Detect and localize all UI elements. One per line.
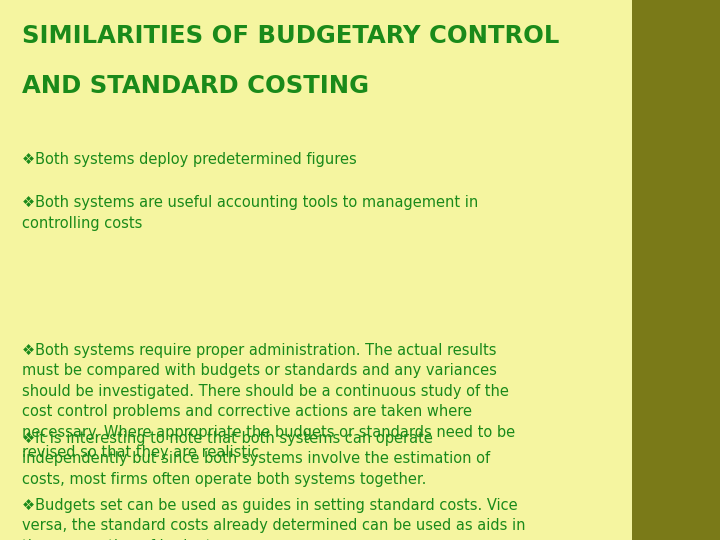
Bar [632, 0, 720, 540]
Text: ❖Both systems are useful accounting tools to management in
controlling costs: ❖Both systems are useful accounting tool… [22, 195, 478, 231]
Text: SIMILARITIES OF BUDGETARY CONTROL: SIMILARITIES OF BUDGETARY CONTROL [22, 24, 559, 48]
Text: ❖Budgets set can be used as guides in setting standard costs. Vice
versa, the st: ❖Budgets set can be used as guides in se… [22, 498, 525, 540]
Text: ❖Both systems require proper administration. The actual results
must be compared: ❖Both systems require proper administrat… [22, 343, 515, 460]
Text: AND STANDARD COSTING: AND STANDARD COSTING [22, 74, 369, 98]
Text: ❖Both systems deploy predetermined figures: ❖Both systems deploy predetermined figur… [22, 152, 356, 167]
Text: ❖It is interesting to note that both systems can operate
independently but since: ❖It is interesting to note that both sys… [22, 431, 490, 487]
Bar [0, 0, 632, 540]
